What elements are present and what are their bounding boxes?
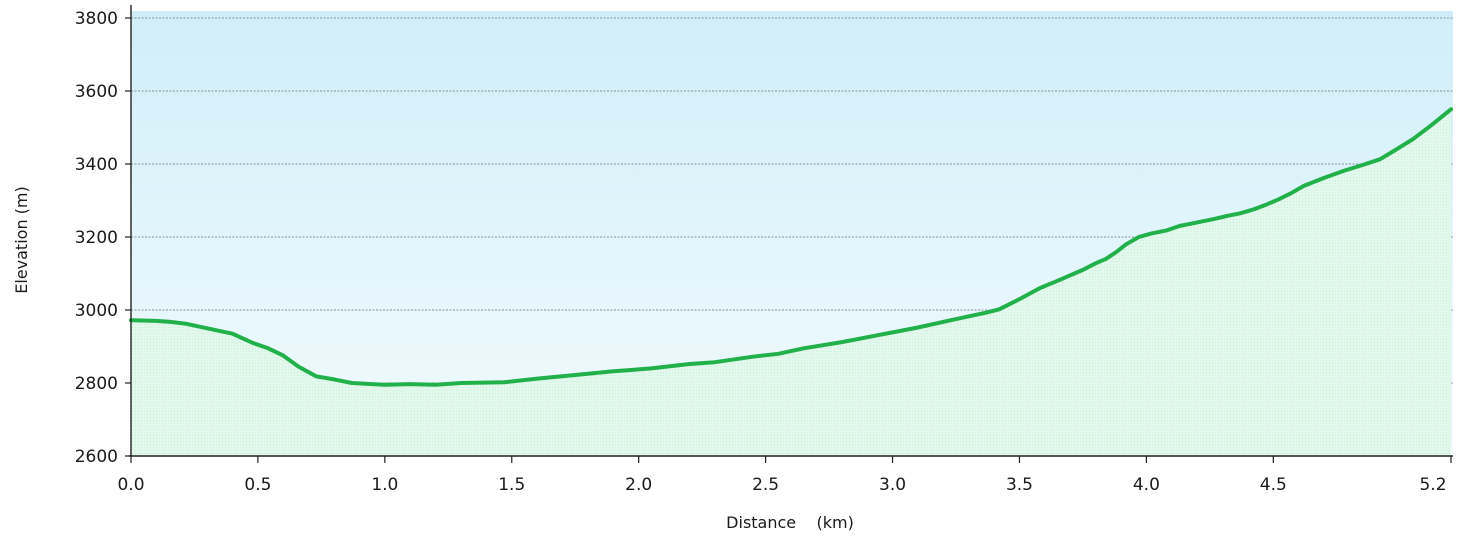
y-tick-label: 3000 bbox=[75, 301, 118, 321]
y-axis-ticks: 2600 2800 3000 3200 3400 3600 3800 bbox=[75, 9, 131, 467]
y-tick-label: 3400 bbox=[75, 155, 118, 175]
elevation-area bbox=[131, 109, 1451, 457]
x-tick-label: 2.5 bbox=[752, 475, 779, 495]
y-tick-label: 2600 bbox=[75, 447, 118, 467]
x-tick-label: 0.0 bbox=[117, 475, 144, 495]
x-tick-label: 1.0 bbox=[371, 475, 398, 495]
x-tick-label: 3.0 bbox=[879, 475, 906, 495]
y-tick-label: 3200 bbox=[75, 228, 118, 248]
x-tick-label: 5.2 bbox=[1419, 475, 1446, 495]
y-axis-title: Elevation (m) bbox=[12, 186, 31, 293]
y-tick-label: 3800 bbox=[75, 9, 118, 29]
x-tick-label: 0.5 bbox=[244, 475, 271, 495]
elevation-line bbox=[129, 107, 1453, 387]
x-tick-label: 3.5 bbox=[1006, 475, 1033, 495]
x-tick-label: 4.0 bbox=[1133, 475, 1160, 495]
x-tick-label: 1.5 bbox=[498, 475, 525, 495]
y-tick-label: 3600 bbox=[75, 82, 118, 102]
x-tick-label: 4.5 bbox=[1260, 475, 1287, 495]
x-axis-title: Distance (km) bbox=[726, 513, 854, 532]
y-tick-label: 2800 bbox=[75, 374, 118, 394]
x-axis-ticks: 0.0 0.5 1.0 1.5 2.0 2.5 3.0 3.5 4.0 4.5 5.2 bbox=[117, 456, 1452, 495]
x-tick-label: 2.0 bbox=[625, 475, 652, 495]
